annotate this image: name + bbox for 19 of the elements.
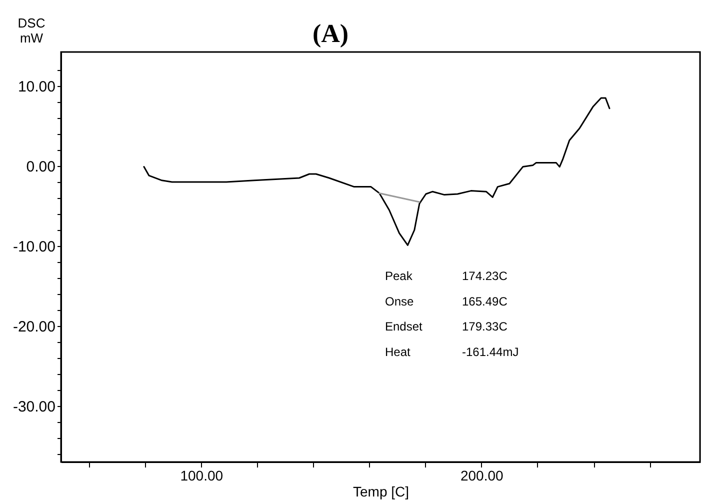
annotation: Endset <box>385 320 424 334</box>
y-tick-label: 0.00 <box>26 158 56 176</box>
annotation: 179.33C <box>462 320 508 334</box>
annotation: Peak <box>385 269 414 283</box>
y-tick-label: -30.00 <box>12 398 56 416</box>
y-tick-label: -20.00 <box>12 318 56 336</box>
x-tick-label: 100.00 <box>180 468 224 484</box>
x-tick-label: 200.00 <box>460 468 504 484</box>
annotation: Heat <box>385 344 412 359</box>
y-axis-title: DSC mW <box>18 16 46 46</box>
chart-title: (A) <box>312 19 349 48</box>
y-tick-label: -10.00 <box>12 238 56 256</box>
annotation: Onse <box>385 294 414 308</box>
annotation: -161.44mJ <box>462 344 519 359</box>
annotation: 165.49C <box>462 294 508 308</box>
x-axis-title: Temp [C] <box>352 484 410 500</box>
y-tick-label: 10.00 <box>18 78 56 96</box>
annotation: 174.23C <box>462 269 508 283</box>
line-series <box>143 97 610 246</box>
